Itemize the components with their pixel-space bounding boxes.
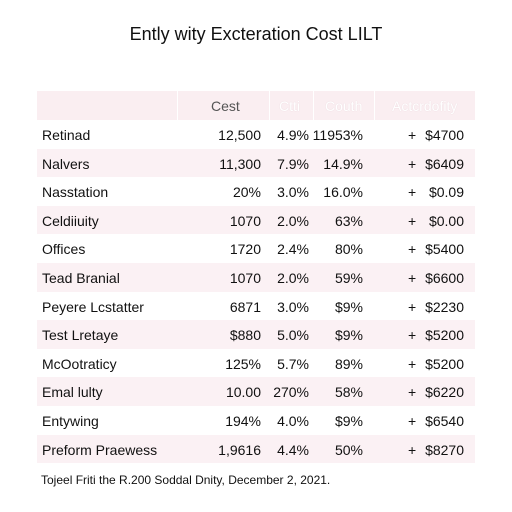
row-percent-1: 4.9% — [277, 127, 309, 143]
table-row: Retinad 12,500 4.9% 11953% + $4700 — [37, 120, 475, 149]
table-header-row: Cest Ctti Couth Actcrdofity — [37, 91, 475, 120]
row-percent-1: 5.0% — [277, 327, 309, 344]
row-percent-1: 5.7% — [277, 355, 309, 372]
row-name: Tead Branial — [42, 269, 120, 286]
column-header-3: Couth — [325, 98, 363, 114]
row-name: Offices — [42, 241, 86, 258]
row-cost: 194% — [225, 412, 261, 429]
row-cost: 10.00 — [225, 384, 261, 401]
row-percent-1: 2.0% — [277, 212, 309, 229]
row-amount: $0.00 — [428, 212, 464, 229]
row-plus-sign: + — [408, 184, 417, 201]
row-amount: $4700 — [425, 127, 464, 143]
row-percent-2: 11953% — [312, 127, 363, 143]
row-plus-sign: + — [408, 441, 417, 458]
row-amount: $5200 — [425, 355, 464, 372]
row-percent-1: 7.9% — [277, 155, 309, 172]
column-header-cost: Cest — [211, 98, 240, 114]
row-cost: 1070 — [229, 212, 261, 229]
document-title: Ently wity Excteration Cost LILT — [129, 24, 383, 44]
row-amount: $2230 — [425, 298, 464, 315]
row-percent-2: 89% — [334, 355, 363, 372]
row-plus-sign: + — [408, 298, 417, 315]
row-plus-sign: + — [408, 212, 417, 229]
header-divider — [269, 91, 270, 120]
column-header-2: Ctti — [279, 98, 300, 114]
row-amount: $6600 — [425, 269, 464, 286]
row-amount: $6540 — [425, 412, 464, 429]
table-row: Nalvers 11,300 7.9% 14.9% + $6409 — [37, 148, 475, 178]
row-plus-sign: + — [408, 384, 417, 401]
row-percent-2: 14.9% — [323, 155, 363, 172]
row-cost: 1720 — [229, 241, 261, 258]
row-percent-1: 270% — [273, 384, 309, 401]
row-cost: 125% — [225, 355, 261, 372]
row-name: Peyere Lcstatter — [42, 298, 144, 315]
row-percent-2: 58% — [334, 384, 363, 401]
row-name: Test Lretaye — [42, 327, 119, 344]
row-cost: 20% — [232, 184, 261, 201]
row-plus-sign: + — [408, 127, 417, 143]
row-plus-sign: + — [408, 269, 417, 286]
row-amount: $0.09 — [428, 184, 464, 201]
row-percent-1: 3.0% — [277, 298, 309, 315]
row-plus-sign: + — [408, 412, 417, 429]
row-percent-2: 50% — [334, 441, 363, 458]
row-cost: 11,300 — [219, 155, 261, 172]
row-cost: 6871 — [229, 298, 261, 315]
row-cost: 1070 — [229, 269, 261, 286]
column-header-4: Actcrdofity — [392, 98, 458, 114]
row-percent-2: 80% — [334, 241, 363, 258]
row-percent-1: 2.4% — [277, 241, 309, 258]
row-amount: $8270 — [425, 441, 464, 458]
row-amount: $6220 — [425, 384, 464, 401]
row-name: Nasstation — [42, 184, 109, 201]
row-percent-1: 4.4% — [277, 441, 309, 458]
cost-table: Cest Ctti Couth Actcrdofity Retinad 12,50… — [37, 91, 475, 464]
row-name: McOotraticy — [42, 355, 117, 372]
row-percent-2: 63% — [334, 212, 363, 229]
row-plus-sign: + — [408, 327, 417, 344]
table-row: Peyere Lcstatter 6871 3.0% $9% + $2230 — [37, 292, 475, 321]
row-percent-1: 2.0% — [277, 269, 309, 286]
footnote: Tojeel Friti the R.200 Soddal Dnity, Dec… — [41, 473, 331, 487]
row-name: Celdiiuity — [42, 212, 99, 229]
row-plus-sign: + — [408, 241, 417, 258]
table-row: Emal lulty 10.00 270% 58% + $6220 — [37, 377, 475, 406]
table-row: McOotraticy 125% 5.7% 89% + $5200 — [37, 349, 475, 378]
table-row: Entywing 194% 4.0% $9% + $6540 — [37, 406, 475, 435]
row-cost: $880 — [229, 327, 261, 344]
row-percent-2: $9% — [334, 412, 363, 429]
row-cost: 12,500 — [218, 127, 261, 143]
row-percent-2: $9% — [334, 327, 363, 344]
row-name: Emal lulty — [42, 384, 103, 401]
table-row: Preform Praewess 1,9616 4.4% 50% + $8270 — [37, 434, 475, 464]
row-percent-2: $9% — [334, 298, 363, 315]
header-divider — [177, 91, 178, 120]
row-plus-sign: + — [408, 155, 417, 172]
row-percent-1: 3.0% — [277, 184, 309, 201]
table-row: Tead Branial 1070 2.0% 59% + $6600 — [37, 262, 475, 292]
table-row: Offices 1720 2.4% 80% + $5400 — [37, 234, 475, 263]
row-percent-2: 16.0% — [323, 184, 363, 201]
row-name: Retinad — [42, 127, 91, 143]
row-percent-1: 4.0% — [277, 412, 309, 429]
table-body: Retinad 12,500 4.9% 11953% + $4700 Nalvers 11,3… — [37, 120, 475, 464]
row-amount: $5200 — [425, 327, 464, 344]
row-amount: $6409 — [425, 155, 464, 172]
row-plus-sign: + — [408, 355, 417, 372]
table-row: Test Lretaye $880 5.0% $9% + $5200 — [37, 320, 475, 349]
table-row: Nasstation 20% 3.0% 16.0% + $0.09 — [37, 177, 475, 206]
row-amount: $5400 — [425, 241, 464, 258]
header-divider — [374, 91, 375, 120]
row-percent-2: 59% — [334, 269, 363, 286]
row-name: Nalvers — [42, 155, 90, 172]
row-name: Entywing — [42, 412, 99, 429]
row-name: Preform Praewess — [42, 441, 158, 458]
row-cost: 1,9616 — [218, 441, 261, 458]
table-row: Celdiiuity 1070 2.0% 63% + $0.00 — [37, 205, 475, 235]
header-divider — [313, 91, 314, 120]
